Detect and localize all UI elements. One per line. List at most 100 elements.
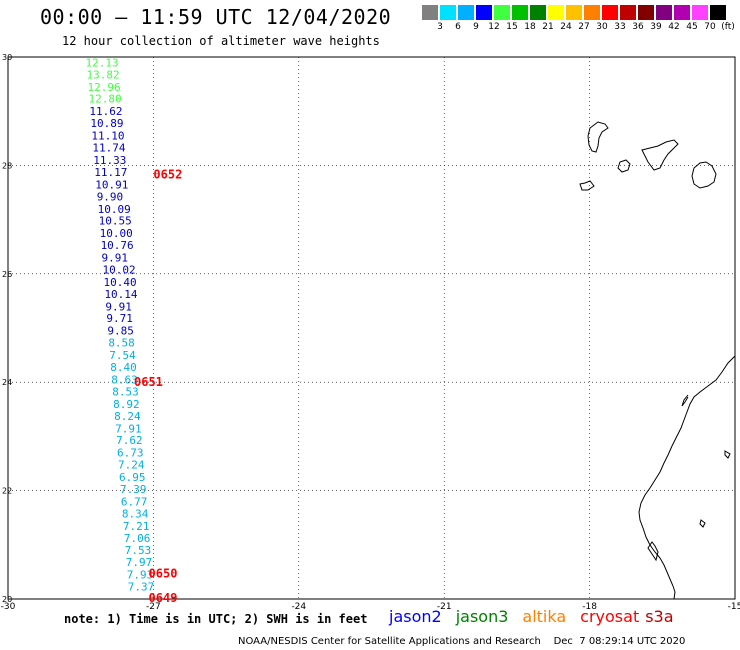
swh-value-label: 7.62 [116,434,142,447]
swh-value-label: 10.91 [95,178,128,191]
swh-value-label: 9.91 [102,252,129,265]
swh-value-label: 11.33 [93,154,126,167]
legend-swatch [692,5,708,20]
swh-value-label: 8.92 [113,398,140,411]
swh-value-label: 6.77 [121,495,148,508]
swh-value-label: 8.40 [110,361,137,374]
pass-time-label: 0651 [134,375,163,389]
swh-value-label: 11.17 [94,166,127,179]
satellite-label: s3a [645,607,674,626]
legend-label: 3 [437,22,443,32]
legend-label: 33 [614,22,626,32]
legend-label: 45 [686,22,698,32]
legend-swatch [440,5,456,20]
coastline-banc-arguin [647,541,659,562]
legend-swatch [494,5,510,20]
swh-value-label: 7.39 [120,483,147,496]
longitude-tick-label: -21 [437,602,452,612]
legend-swatch [566,5,582,20]
swh-value-label: 9.71 [106,312,132,325]
latitude-tick-label: 20 [2,595,12,604]
swh-value-label: 13.82 [87,68,120,81]
longitude-tick-label: -24 [291,602,306,612]
latitude-tick-label: 30 [2,53,12,62]
latitude-tick-label: 28 [2,161,12,170]
legend-swatch [530,5,546,20]
legend-swatch [656,5,672,20]
swh-value-label: 7.24 [118,459,145,472]
swh-value-label: 10.02 [103,263,136,276]
legend-label: 9 [473,22,479,32]
swh-value-label: 11.10 [91,130,124,143]
swh-value-label: 11.62 [89,105,122,118]
legend-label: 15 [506,22,518,32]
swh-value-label: 12.80 [88,93,121,106]
swh-value-label: 10.09 [98,203,131,216]
swh-value-label: 10.76 [101,239,134,252]
footer-note: note: 1) Time is in UTC; 2) SWH is in fe… [64,612,368,626]
swh-value-label: 10.89 [90,117,123,130]
swh-value-label: 8.24 [114,410,141,423]
legend-label: 12 [488,22,500,32]
swh-value-label: 7.54 [109,349,136,362]
legend-label: 21 [542,22,554,32]
satellite-label: jason2 [389,607,442,626]
swh-value-label: 6.95 [119,471,146,484]
island-gran-canaria [691,161,717,189]
swh-observations: 12.1313.8212.9612.8011.6210.8911.1011.74… [86,56,155,593]
legend-label: 39 [650,22,662,32]
pass-time-label: 0652 [153,168,182,182]
island-el-hierro [579,180,595,191]
legend-label: 6 [455,22,461,32]
pass-time-label: 0649 [149,591,178,605]
swh-value-label: 8.34 [122,507,149,520]
swh-value-label: 9.91 [105,300,132,313]
latitude-tick-label: 22 [2,487,12,496]
swh-value-label: 7.97 [126,556,153,569]
island-la-palma [587,121,609,153]
legend-label: 18 [524,22,536,32]
island-tenerife [641,139,679,171]
legend-swatch [422,5,438,20]
legend-label: 30 [596,22,608,32]
swh-value-label: 9.90 [97,190,124,203]
legend-swatch [674,5,690,20]
swh-value-label: 8.53 [112,385,139,398]
legend-label: (ft) [721,22,735,32]
pass-time-labels: 0652 0651 0650 0649 [134,168,182,605]
map-frame [7,56,736,600]
swh-value-label: 12.13 [86,56,119,69]
latitude-tick-label: 24 [2,378,12,387]
legend-swatch [458,5,474,20]
coastline-islet-1 [724,450,731,459]
swh-value-label: 7.93 [127,569,154,582]
swh-value-label: 12.96 [87,81,120,94]
swh-value-label: 7.21 [123,520,150,533]
legend-swatch [476,5,492,20]
swh-value-label: 7.53 [125,544,151,557]
pass-time-label: 0650 [149,567,178,581]
island-la-gomera [617,159,631,173]
legend-swatch [548,5,564,20]
satellite-label: cryosat [580,607,640,626]
swh-value-label: 10.14 [104,288,137,301]
legend-swatch [710,5,726,20]
swh-value-label: 11.74 [92,142,125,155]
legend-label: 27 [578,22,590,32]
satellite-legend: jason2 jason3 altika cryosat s3a [389,607,688,627]
coastline [579,121,736,600]
legend-label: 42 [668,22,680,32]
swh-value-label: 8.63 [111,373,138,386]
legend-label: 36 [632,22,644,32]
swh-value-label: 10.40 [103,276,136,289]
satellite-label: altika [522,607,567,626]
latitude-tick-label: 26 [2,270,12,279]
longitude-tick-label: -27 [146,602,161,612]
swh-value-label: 6.73 [117,447,144,460]
legend-swatch [584,5,600,20]
coastline-cape-blanc [681,394,689,407]
longitude-tick-label: -15 [728,602,740,612]
longitude-tick-label: -30 [1,602,16,612]
